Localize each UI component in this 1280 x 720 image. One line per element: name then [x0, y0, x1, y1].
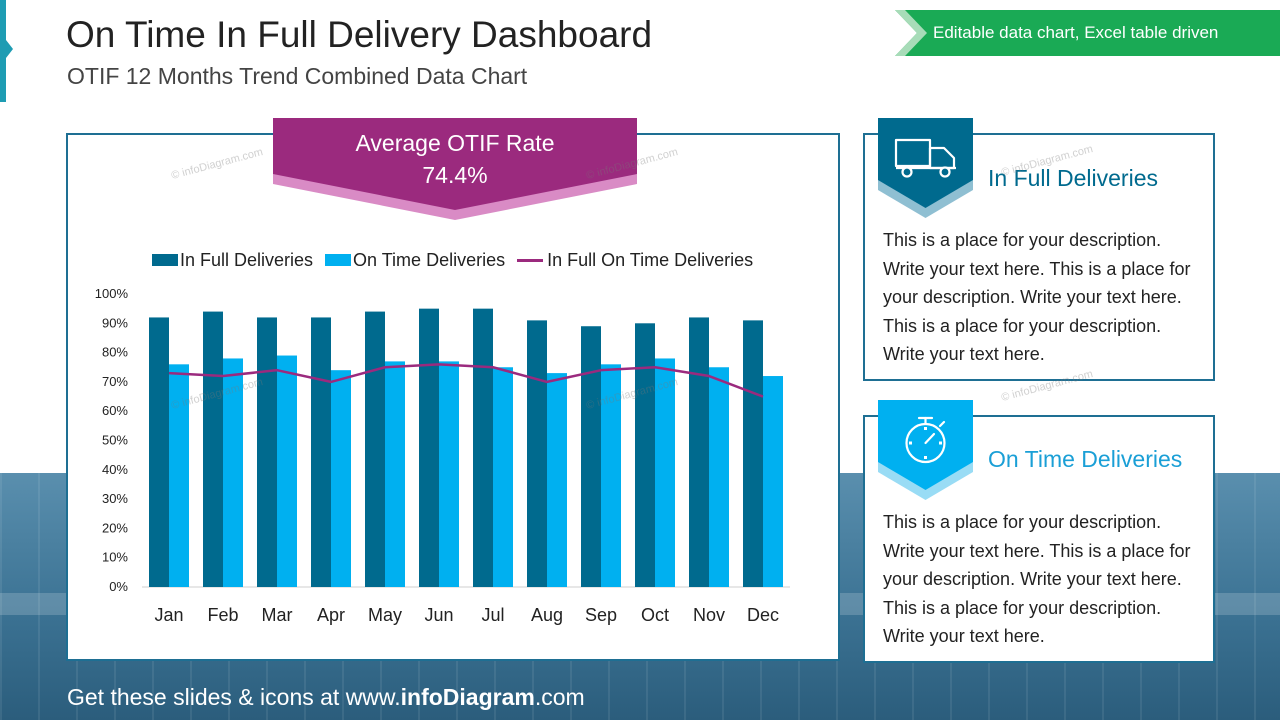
legend-label-in-full: In Full Deliveries: [180, 249, 314, 270]
bar-on-time: [763, 376, 783, 587]
editable-chart-banner: Editable data chart, Excel table driven: [895, 10, 1280, 56]
bar-in-full: [311, 317, 331, 587]
bar-on-time: [169, 364, 189, 587]
y-tick-label: 40%: [102, 462, 128, 477]
x-tick-label: Nov: [693, 605, 725, 625]
bar-in-full: [743, 320, 763, 587]
x-tick-label: Feb: [207, 605, 238, 625]
bar-on-time: [439, 361, 459, 587]
y-tick-label: 80%: [102, 345, 128, 360]
bar-in-full: [257, 317, 277, 587]
bar-on-time: [331, 370, 351, 587]
x-tick-label: Jan: [154, 605, 183, 625]
x-tick-label: Jun: [424, 605, 453, 625]
bar-on-time: [493, 367, 513, 587]
page-subtitle: OTIF 12 Months Trend Combined Data Chart: [67, 63, 528, 89]
average-value: 74.4%: [422, 162, 488, 188]
otif-combined-chart: 0% 10% 20% 30% 40% 50% 60% 70% 80% 90% 100% Jan Feb M…: [95, 286, 790, 625]
on-time-ribbon: [878, 400, 973, 502]
y-tick-label: 20%: [102, 520, 128, 535]
legend-label-otif: In Full On Time Deliveries: [547, 249, 754, 270]
in-full-card-description: This is a place for your description. Wr…: [883, 230, 1191, 364]
footer-link-text: Get these slides & icons at www.infoDiag…: [67, 684, 585, 711]
x-tick-label: Mar: [262, 605, 293, 625]
x-tick-label: May: [368, 605, 402, 625]
bar-in-full: [581, 326, 601, 587]
x-tick-label: Sep: [585, 605, 617, 625]
footer-prefix: Get these slides & icons at www.: [67, 684, 401, 710]
stopwatch-icon: [905, 416, 946, 464]
bar-on-time: [601, 364, 621, 587]
legend-item-in-full: In Full Deliveries: [152, 250, 313, 271]
on-time-card-title: On Time Deliveries: [988, 446, 1183, 472]
y-tick-label: 100%: [95, 286, 129, 301]
bar-in-full: [419, 308, 439, 587]
in-full-ribbon: [878, 118, 973, 220]
footer-suffix: .com: [534, 684, 585, 710]
y-tick-label: 90%: [102, 315, 128, 330]
in-full-card-title: In Full Deliveries: [988, 165, 1158, 191]
bar-on-time: [277, 355, 297, 587]
bar-in-full: [203, 311, 223, 587]
average-label: Average OTIF Rate: [355, 130, 555, 156]
x-tick-label: Aug: [531, 605, 563, 625]
legend-item-on-time: On Time Deliveries: [325, 250, 505, 271]
banner-shape: [895, 10, 1280, 56]
bar-in-full: [635, 323, 655, 587]
x-tick-label: Dec: [747, 605, 779, 625]
bar-in-full: [149, 317, 169, 587]
legend-item-otif: In Full On Time Deliveries: [517, 250, 753, 271]
bar-in-full: [527, 320, 547, 587]
average-otif-badge: Average OTIF Rate 74.4%: [273, 118, 637, 222]
bar-in-full: [473, 308, 493, 587]
legend-swatch-in-full: [152, 254, 178, 266]
y-tick-label: 30%: [102, 491, 128, 506]
x-tick-label: Oct: [641, 605, 669, 625]
left-accent-bar: [0, 0, 13, 102]
x-tick-label: Jul: [481, 605, 504, 625]
legend-label-on-time: On Time Deliveries: [353, 249, 506, 270]
bar-in-full: [365, 311, 385, 587]
legend-swatch-on-time: [325, 254, 352, 266]
truck-icon: [894, 138, 956, 178]
y-tick-label: 0%: [109, 579, 128, 594]
y-tick-label: 60%: [102, 403, 128, 418]
on-time-card-description: This is a place for your description. Wr…: [883, 512, 1191, 646]
x-tick-label: Apr: [317, 605, 345, 625]
banner-text: Editable data chart, Excel table driven: [933, 23, 1219, 42]
bar-in-full: [689, 317, 709, 587]
y-tick-label: 70%: [102, 374, 128, 389]
footer-brand: infoDiagram: [400, 684, 535, 710]
legend-swatch-otif: [517, 258, 544, 262]
y-tick-label: 10%: [102, 550, 128, 565]
badge-shape: [273, 118, 637, 220]
bar-on-time: [655, 358, 675, 587]
line-in-full-on-time: [168, 363, 764, 398]
y-tick-label: 50%: [102, 433, 128, 448]
bar-on-time: [385, 361, 405, 587]
bar-on-time: [547, 373, 567, 587]
page-title: On Time In Full Delivery Dashboard: [66, 14, 653, 55]
bar-on-time: [223, 358, 243, 587]
chart-legend: In Full Deliveries On Time Deliveries In…: [152, 248, 765, 272]
bar-on-time: [709, 367, 729, 587]
